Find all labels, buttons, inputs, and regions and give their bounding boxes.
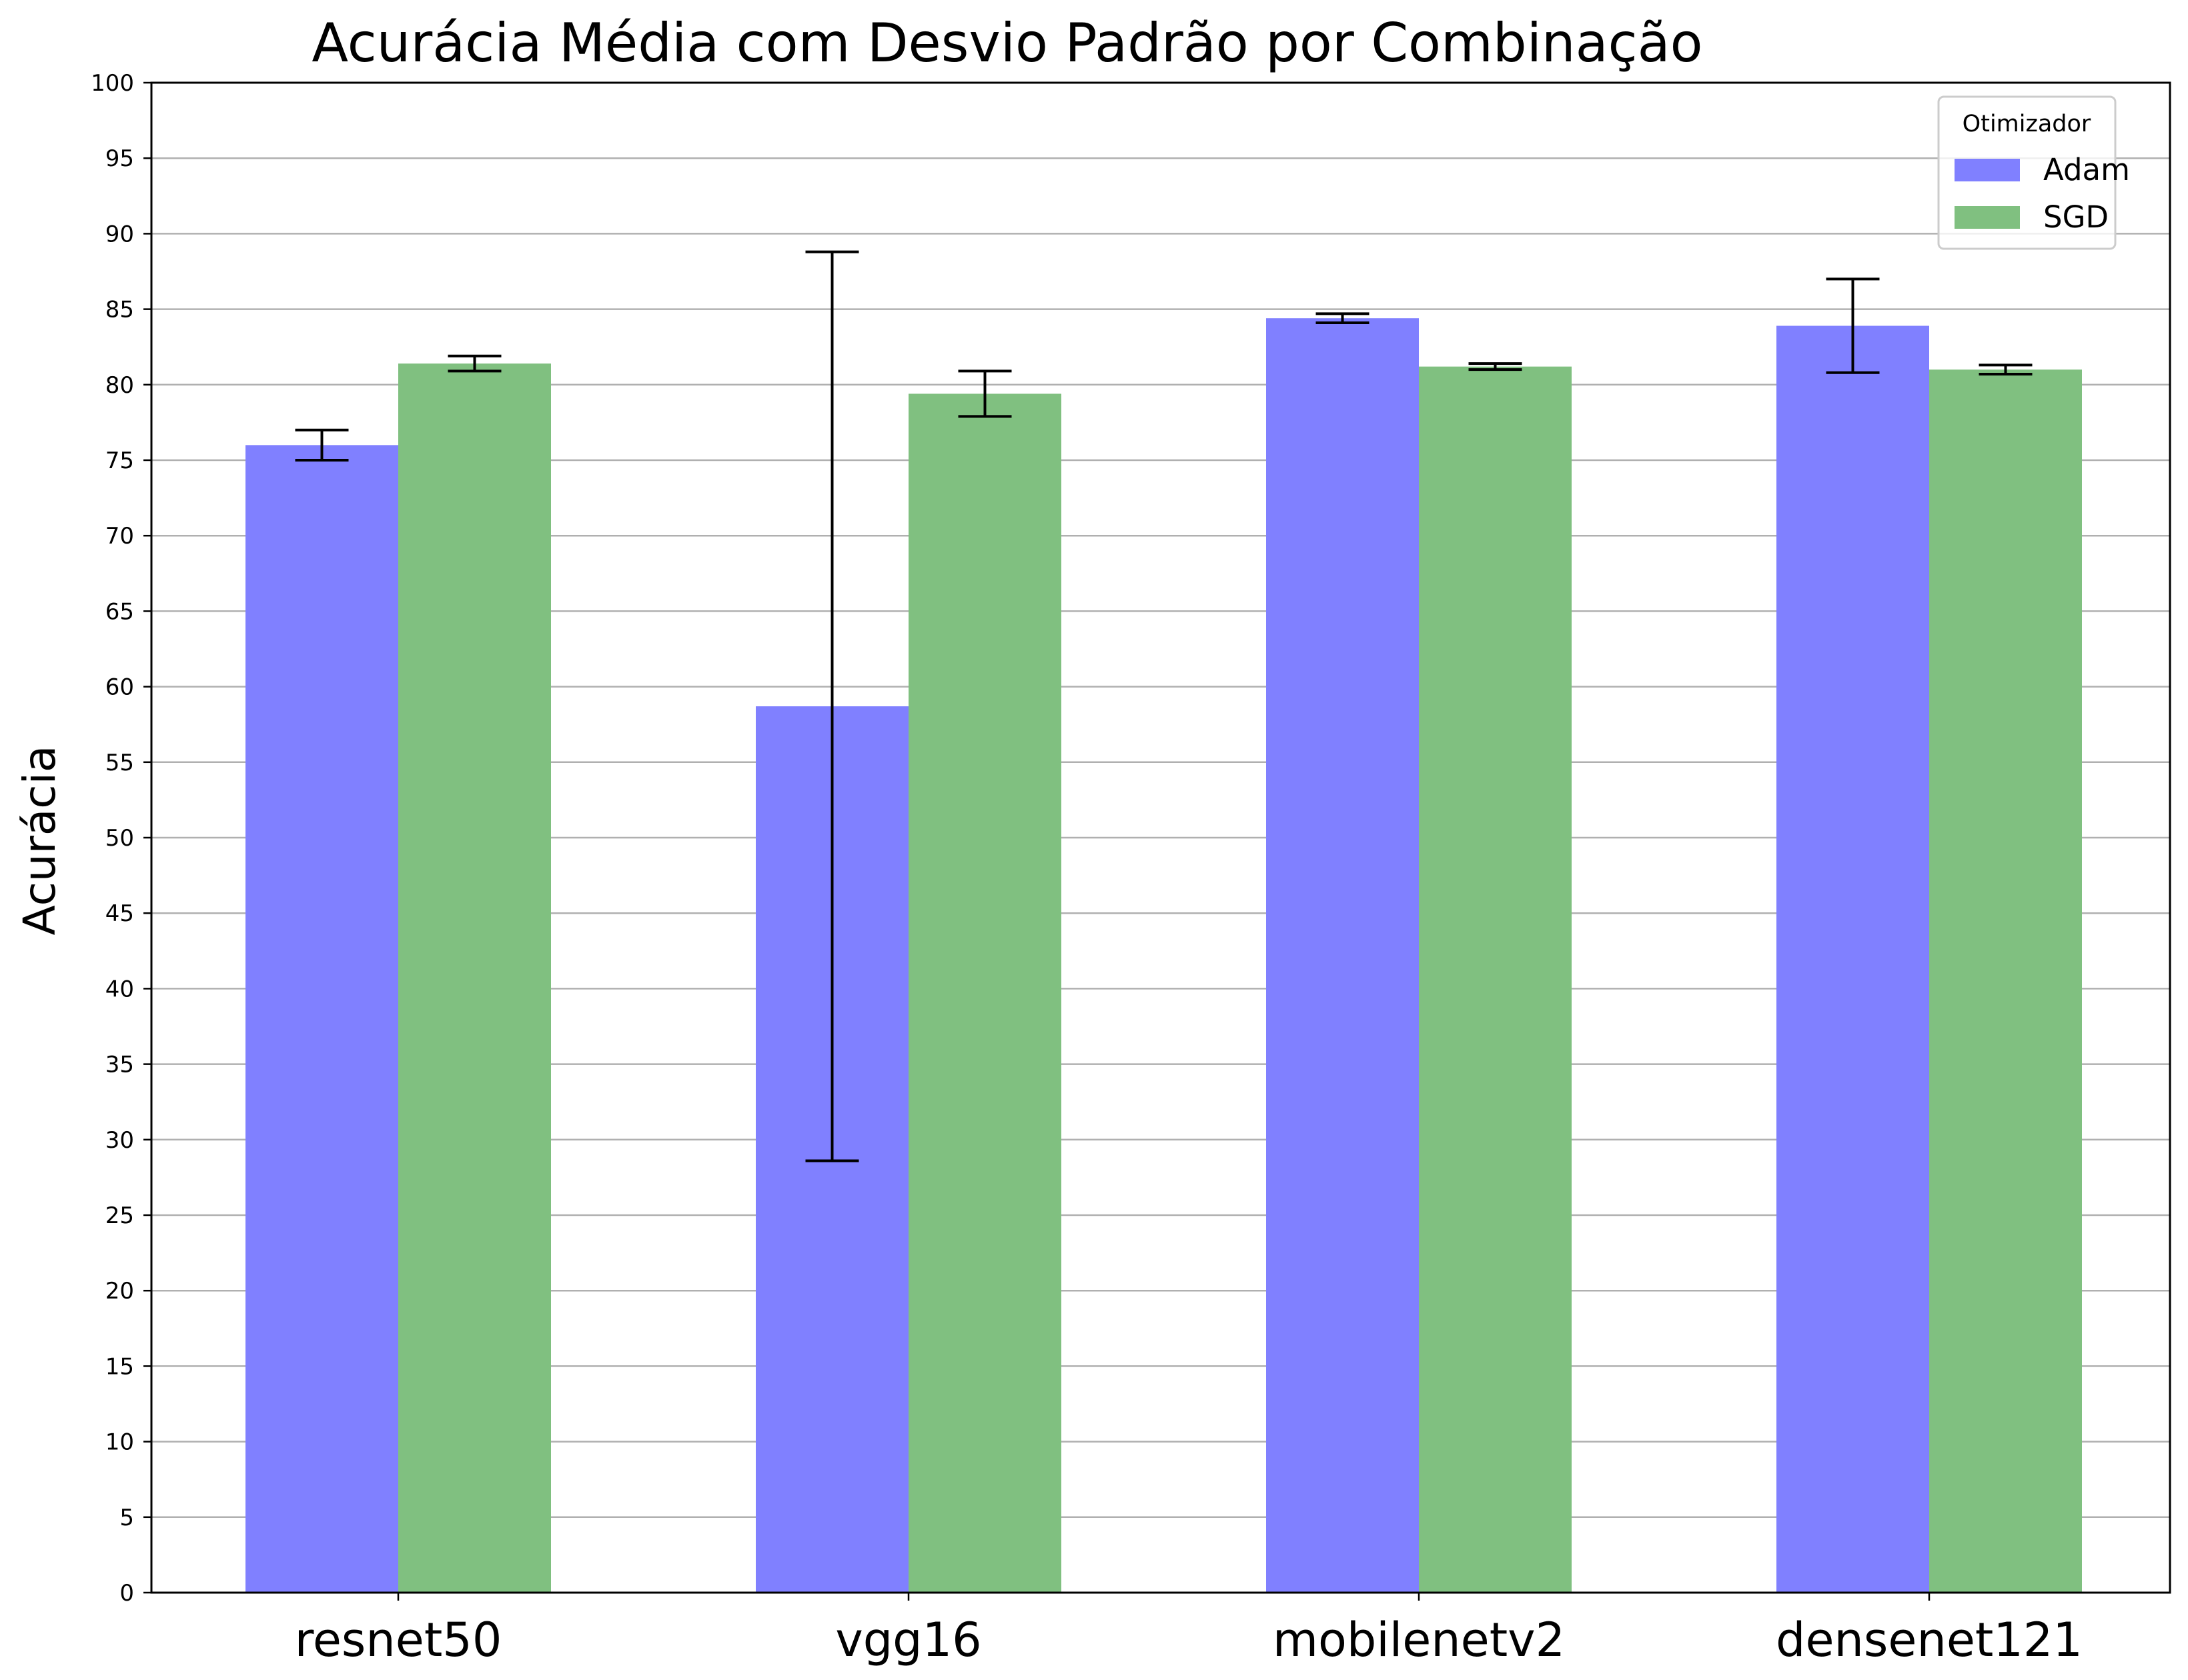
legend-title: Otimizador xyxy=(1963,111,2091,137)
legend: Otimizador Adam SGD xyxy=(1937,95,2130,250)
y-axis-label: Acurácia xyxy=(14,746,65,936)
y-tick-label: 10 xyxy=(105,1429,134,1456)
legend-label-sgd: SGD xyxy=(2043,199,2109,235)
error-bar xyxy=(295,428,349,462)
x-tick-label: densenet121 xyxy=(1776,1613,2083,1667)
y-tick-label: 55 xyxy=(105,750,134,776)
y-tick-label: 75 xyxy=(105,448,134,474)
y-tick-label: 5 xyxy=(119,1505,134,1531)
y-tick-label: 50 xyxy=(105,825,134,852)
y-tick-label: 40 xyxy=(105,976,134,1002)
bar-adam-resnet50 xyxy=(245,445,398,1593)
y-tick-label: 95 xyxy=(105,145,134,172)
bar-sgd-resnet50 xyxy=(398,363,551,1593)
y-tick-label: 60 xyxy=(105,674,134,701)
error-bars xyxy=(295,250,2033,1162)
error-bar xyxy=(805,250,859,1162)
bar-sgd-vgg16 xyxy=(909,393,1061,1593)
error-bar xyxy=(1979,363,2033,375)
error-bar xyxy=(958,369,1012,418)
legend-swatch-sgd xyxy=(1955,206,2020,229)
legend-swatch-adam xyxy=(1955,159,2020,181)
y-tick-label: 65 xyxy=(105,598,134,625)
y-tick-label: 70 xyxy=(105,523,134,550)
x-tick-label: mobilenetv2 xyxy=(1273,1613,1565,1667)
x-tick-label: vgg16 xyxy=(835,1613,981,1667)
y-tick-label: 30 xyxy=(105,1127,134,1154)
y-axis-ticks: 0 5 10 15 20 25 30 35 40 45 50 55 60 65 70 75 80 85 90 95 10… xyxy=(91,70,151,1607)
bar-sgd-densenet121 xyxy=(1929,369,2082,1593)
error-bar xyxy=(1826,277,1880,374)
bar-adam-densenet121 xyxy=(1776,325,1929,1593)
y-tick-label: 20 xyxy=(105,1278,134,1305)
x-axis-ticks: resnet50 vgg16 mobilenetv2 densenet121 xyxy=(295,1593,2083,1667)
chart-title: Acurácia Média com Desvio Padrão por Com… xyxy=(312,12,1702,74)
bar-adam-mobilenetv2 xyxy=(1266,318,1419,1593)
error-bar xyxy=(1315,312,1370,324)
y-tick-label: 80 xyxy=(105,372,134,399)
y-tick-label: 85 xyxy=(105,297,134,323)
bar-sgd-mobilenetv2 xyxy=(1419,366,1572,1593)
y-tick-label: 100 xyxy=(91,70,134,97)
bars xyxy=(245,318,2082,1593)
legend-label-adam: Adam xyxy=(2043,152,2130,187)
x-tick-label: resnet50 xyxy=(295,1613,502,1667)
y-tick-label: 0 xyxy=(119,1580,134,1607)
error-bar xyxy=(448,354,502,373)
y-tick-label: 15 xyxy=(105,1353,134,1380)
y-tick-label: 90 xyxy=(105,221,134,247)
y-tick-label: 35 xyxy=(105,1052,134,1078)
y-tick-label: 45 xyxy=(105,900,134,927)
error-bar xyxy=(1468,362,1522,371)
y-tick-label: 25 xyxy=(105,1202,134,1229)
